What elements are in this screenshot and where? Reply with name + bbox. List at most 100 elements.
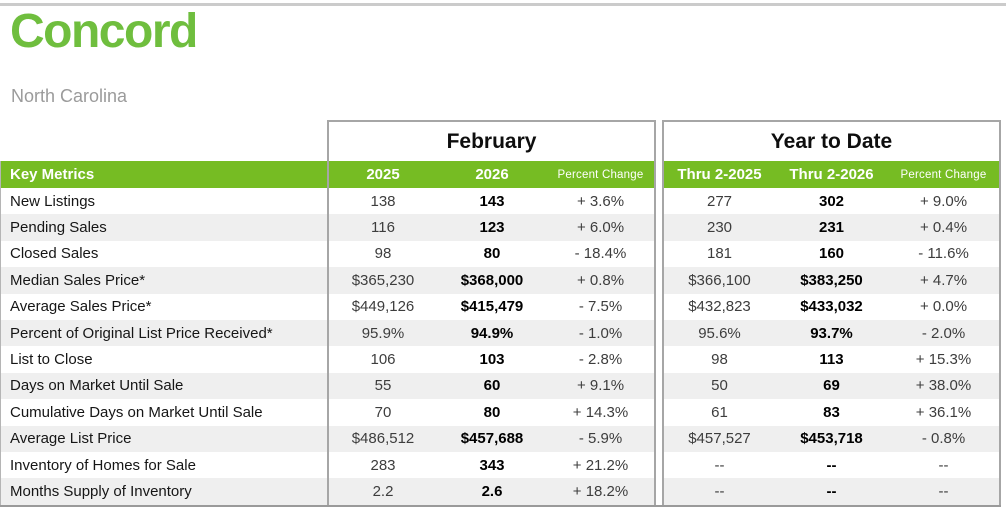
section-gap	[656, 293, 662, 320]
ytd-percent-change: + 0.0%	[888, 293, 1001, 320]
feb-current-value: 343	[437, 451, 547, 479]
feb-prior-value: 116	[327, 214, 437, 241]
ytd-current-value: $453,718	[775, 425, 888, 452]
ytd-percent-change: + 9.0%	[888, 188, 1001, 215]
feb-current-value: $368,000	[437, 267, 547, 294]
column-header-month-current: 2026	[437, 161, 547, 188]
metric-label: Average Sales Price*	[0, 293, 327, 320]
feb-percent-change: - 18.4%	[547, 240, 656, 268]
table-row: Months Supply of Inventory 2.2 2.6 + 18.…	[0, 478, 1001, 505]
table-row: Percent of Original List Price Received*…	[0, 319, 1001, 347]
feb-current-value: 123	[437, 214, 547, 241]
feb-percent-change: + 14.3%	[547, 399, 656, 426]
section-gap	[656, 188, 662, 215]
feb-percent-change: - 2.8%	[547, 346, 656, 373]
ytd-current-value: $383,250	[775, 267, 888, 294]
ytd-current-value: $433,032	[775, 293, 888, 320]
group-header-year-to-date: Year to Date	[662, 120, 1001, 161]
table-row: Inventory of Homes for Sale 283 343 + 21…	[0, 451, 1001, 479]
ytd-percent-change: + 0.4%	[888, 214, 1001, 241]
feb-percent-change: + 0.8%	[547, 267, 656, 294]
table-row: Cumulative Days on Market Until Sale 70 …	[0, 399, 1001, 426]
ytd-prior-value: 277	[662, 188, 775, 215]
feb-prior-value: $449,126	[327, 293, 437, 320]
section-gap	[656, 451, 662, 479]
column-header-ytd-current: Thru 2-2026	[775, 161, 888, 188]
section-gap	[656, 120, 662, 161]
metric-label: Pending Sales	[0, 214, 327, 241]
ytd-percent-change: + 38.0%	[888, 372, 1001, 400]
feb-current-value: 80	[437, 399, 547, 426]
ytd-current-value: 231	[775, 214, 888, 241]
metric-label: Months Supply of Inventory	[0, 478, 327, 505]
feb-current-value: 80	[437, 240, 547, 268]
feb-prior-value: 70	[327, 399, 437, 426]
ytd-percent-change: - 2.0%	[888, 319, 1001, 347]
metric-label: Days on Market Until Sale	[0, 372, 327, 400]
feb-prior-value: $365,230	[327, 267, 437, 294]
ytd-current-value: --	[775, 451, 888, 479]
feb-prior-value: 283	[327, 451, 437, 479]
section-gap	[656, 346, 662, 373]
ytd-prior-value: 98	[662, 346, 775, 373]
table-body: New Listings 138 143 + 3.6% 277 302 + 9.…	[0, 188, 1001, 505]
metric-label: New Listings	[0, 188, 327, 215]
column-header-month-percent-change: Percent Change	[547, 161, 656, 188]
section-gap	[656, 214, 662, 241]
group-header-row: February Year to Date	[0, 120, 1001, 161]
feb-current-value: 2.6	[437, 478, 547, 505]
feb-percent-change: - 7.5%	[547, 293, 656, 320]
ytd-percent-change: + 36.1%	[888, 399, 1001, 426]
ytd-current-value: 93.7%	[775, 319, 888, 347]
ytd-current-value: --	[775, 478, 888, 505]
ytd-current-value: 83	[775, 399, 888, 426]
feb-prior-value: 95.9%	[327, 319, 437, 347]
table-row: Days on Market Until Sale 55 60 + 9.1% 5…	[0, 372, 1001, 400]
metric-label: Average List Price	[0, 425, 327, 452]
ytd-prior-value: --	[662, 478, 775, 505]
feb-percent-change: - 1.0%	[547, 319, 656, 347]
section-gap	[656, 161, 662, 188]
feb-prior-value: 2.2	[327, 478, 437, 505]
table-row: Pending Sales 116 123 + 6.0% 230 231 + 0…	[0, 214, 1001, 241]
table-row: Closed Sales 98 80 - 18.4% 181 160 - 11.…	[0, 240, 1001, 268]
column-header-month-prior: 2025	[327, 161, 437, 188]
feb-current-value: 103	[437, 346, 547, 373]
feb-percent-change: + 21.2%	[547, 451, 656, 479]
ytd-current-value: 302	[775, 188, 888, 215]
feb-percent-change: - 5.9%	[547, 425, 656, 452]
feb-prior-value: 106	[327, 346, 437, 373]
section-gap	[656, 399, 662, 426]
table-row: List to Close 106 103 - 2.8% 98 113 + 15…	[0, 346, 1001, 373]
feb-prior-value: 138	[327, 188, 437, 215]
feb-prior-value: 55	[327, 372, 437, 400]
feb-percent-change: + 9.1%	[547, 372, 656, 400]
ytd-current-value: 160	[775, 240, 888, 268]
ytd-prior-value: 181	[662, 240, 775, 268]
feb-current-value: 143	[437, 188, 547, 215]
section-gap	[656, 478, 662, 505]
table-row: Average List Price $486,512 $457,688 - 5…	[0, 425, 1001, 452]
ytd-prior-value: 61	[662, 399, 775, 426]
feb-prior-value: 98	[327, 240, 437, 268]
feb-current-value: 60	[437, 372, 547, 400]
feb-percent-change: + 6.0%	[547, 214, 656, 241]
top-divider-rule	[0, 3, 1006, 6]
ytd-percent-change: - 11.6%	[888, 240, 1001, 268]
feb-current-value: $457,688	[437, 425, 547, 452]
group-header-spacer	[0, 120, 327, 161]
ytd-current-value: 69	[775, 372, 888, 400]
column-header-ytd-percent-change: Percent Change	[888, 161, 1001, 188]
page-subtitle: North Carolina	[11, 86, 128, 106]
table-row: Average Sales Price* $449,126 $415,479 -…	[0, 293, 1001, 320]
ytd-prior-value: 95.6%	[662, 319, 775, 347]
section-gap	[656, 319, 662, 347]
ytd-percent-change: - 0.8%	[888, 425, 1001, 452]
metrics-table: February Year to Date Key Metrics 2025 2…	[0, 120, 1001, 507]
metric-label: Closed Sales	[0, 240, 327, 268]
metric-label: Inventory of Homes for Sale	[0, 451, 327, 479]
feb-percent-change: + 3.6%	[547, 188, 656, 215]
page-title: Concord	[10, 5, 198, 58]
metric-label: Cumulative Days on Market Until Sale	[0, 399, 327, 426]
ytd-prior-value: $366,100	[662, 267, 775, 294]
